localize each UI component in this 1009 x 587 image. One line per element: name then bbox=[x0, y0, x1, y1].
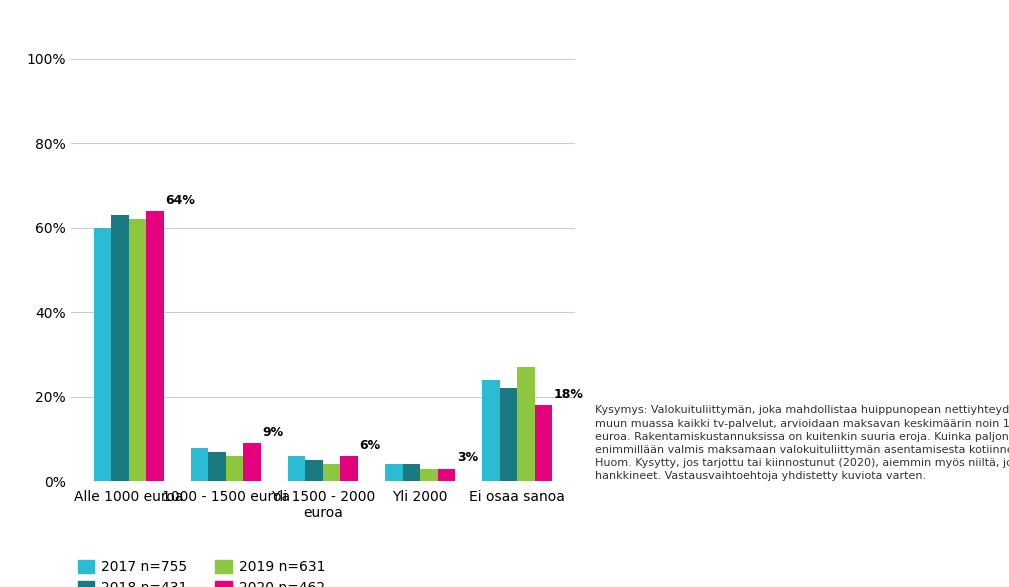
Bar bbox=[128, 220, 146, 481]
Bar bbox=[306, 460, 323, 481]
Bar bbox=[438, 468, 455, 481]
Bar bbox=[94, 228, 111, 481]
Bar bbox=[499, 389, 518, 481]
Bar bbox=[111, 215, 128, 481]
Text: 3%: 3% bbox=[457, 451, 478, 464]
Text: Kysymys: Valokuituliittymän, joka mahdollistaa huippunopean nettiyhteyden lisäks: Kysymys: Valokuituliittymän, joka mahdol… bbox=[595, 406, 1009, 481]
Bar bbox=[385, 464, 403, 481]
Text: 18%: 18% bbox=[554, 388, 584, 401]
Bar bbox=[226, 456, 243, 481]
Text: 9%: 9% bbox=[262, 426, 284, 439]
Bar bbox=[191, 447, 208, 481]
Bar bbox=[288, 456, 306, 481]
Legend: 2017 n=755, 2018 n=431, 2019 n=631, 2020 n=462: 2017 n=755, 2018 n=431, 2019 n=631, 2020… bbox=[78, 560, 326, 587]
Bar bbox=[340, 456, 358, 481]
Bar bbox=[535, 405, 552, 481]
Text: 6%: 6% bbox=[359, 438, 380, 452]
Bar bbox=[243, 443, 260, 481]
Text: 64%: 64% bbox=[165, 194, 195, 207]
Bar bbox=[146, 211, 163, 481]
Bar bbox=[482, 380, 499, 481]
Bar bbox=[323, 464, 340, 481]
Bar bbox=[420, 468, 438, 481]
Bar bbox=[208, 452, 226, 481]
Bar bbox=[403, 464, 420, 481]
Bar bbox=[518, 367, 535, 481]
